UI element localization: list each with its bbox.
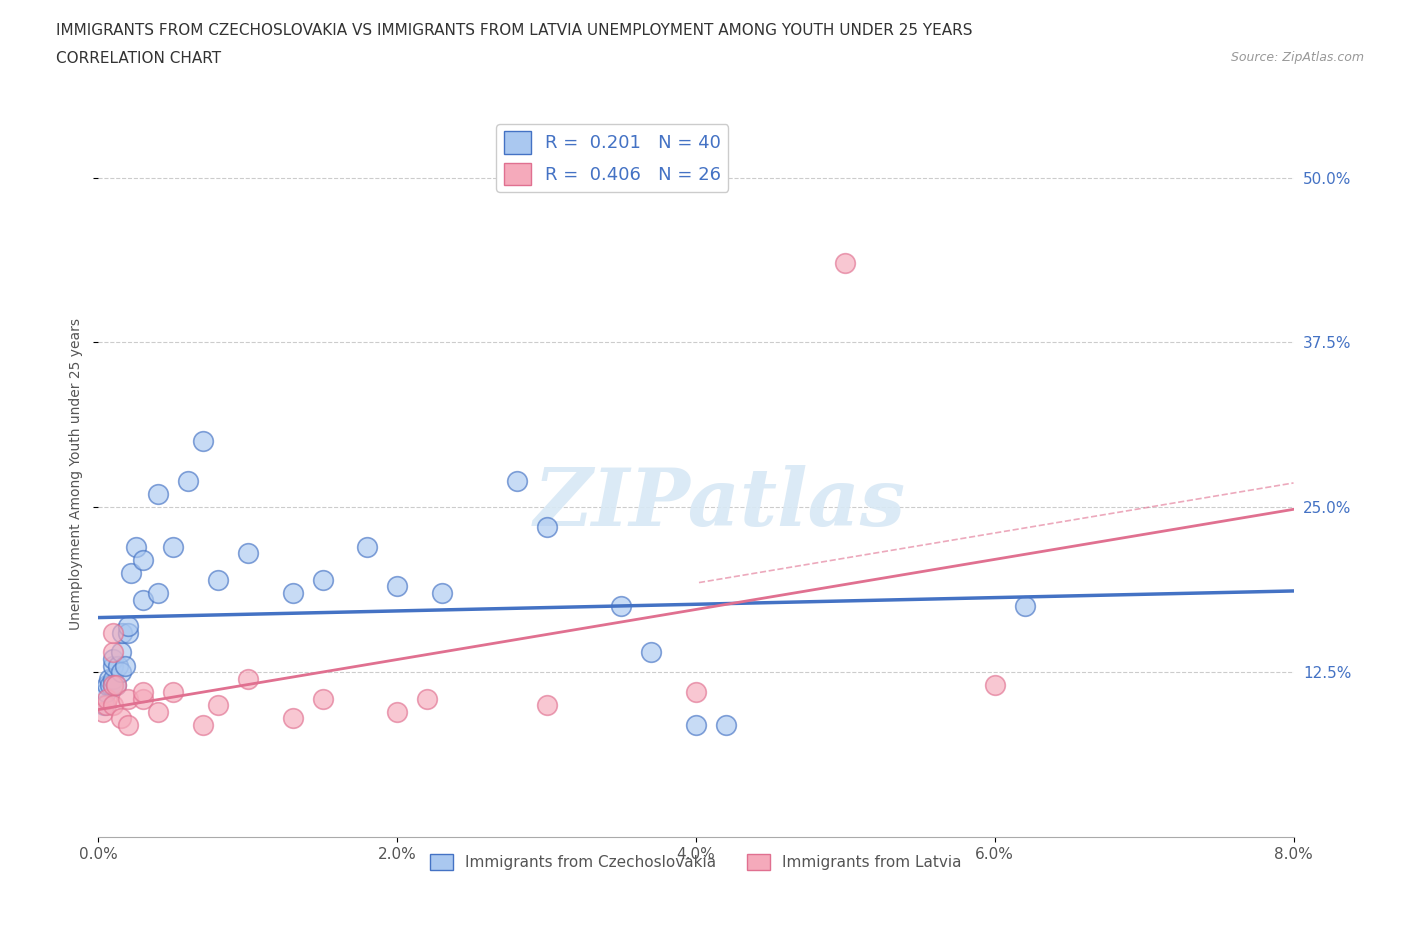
Point — [281, 711, 304, 725]
Point — [536, 520, 558, 535]
Point — [94, 684, 117, 699]
Point — [281, 586, 304, 601]
Point — [536, 698, 558, 712]
Point — [834, 256, 856, 271]
Text: Source: ZipAtlas.com: Source: ZipAtlas.com — [1230, 51, 1364, 64]
Point — [162, 539, 184, 554]
Point — [610, 599, 633, 614]
Point — [103, 698, 125, 712]
Point — [191, 434, 214, 449]
Point — [96, 678, 118, 693]
Point — [132, 684, 155, 699]
Point — [148, 486, 170, 501]
Point — [110, 665, 132, 680]
Point — [177, 473, 200, 488]
Point — [356, 539, 378, 554]
Point — [311, 691, 333, 706]
Point — [96, 691, 118, 706]
Point — [117, 717, 139, 732]
Point — [103, 678, 125, 693]
Point — [236, 671, 259, 686]
Point — [120, 565, 142, 580]
Point — [103, 652, 125, 667]
Point — [110, 711, 132, 725]
Point — [162, 684, 184, 699]
Point — [114, 658, 136, 673]
Text: IMMIGRANTS FROM CZECHOSLOVAKIA VS IMMIGRANTS FROM LATVIA UNEMPLOYMENT AMONG YOUT: IMMIGRANTS FROM CZECHOSLOVAKIA VS IMMIGR… — [56, 23, 973, 38]
Point — [110, 644, 132, 659]
Point — [103, 658, 125, 673]
Point — [640, 644, 662, 659]
Point — [91, 704, 114, 719]
Point — [103, 644, 125, 659]
Point — [97, 671, 120, 686]
Point — [685, 717, 707, 732]
Point — [984, 678, 1007, 693]
Point — [117, 618, 139, 633]
Point — [148, 704, 170, 719]
Point — [125, 539, 148, 554]
Point — [430, 586, 453, 601]
Point — [132, 552, 155, 567]
Point — [311, 572, 333, 587]
Point — [191, 717, 214, 732]
Y-axis label: Unemployment Among Youth under 25 years: Unemployment Among Youth under 25 years — [69, 318, 83, 631]
Point — [103, 671, 125, 686]
Point — [94, 698, 117, 712]
Point — [207, 572, 229, 587]
Point — [107, 658, 129, 673]
Point — [132, 691, 155, 706]
Text: ZIPatlas: ZIPatlas — [534, 465, 905, 542]
Text: CORRELATION CHART: CORRELATION CHART — [56, 51, 221, 66]
Point — [385, 704, 409, 719]
Point — [236, 546, 259, 561]
Point — [117, 691, 139, 706]
Point — [385, 579, 409, 594]
Point — [132, 592, 155, 607]
Point — [98, 678, 122, 693]
Point — [148, 586, 170, 601]
Point — [506, 473, 529, 488]
Point — [105, 678, 128, 693]
Point — [105, 678, 128, 693]
Point — [714, 717, 737, 732]
Point — [207, 698, 229, 712]
Point — [117, 625, 139, 640]
Point — [1014, 599, 1036, 614]
Point — [93, 698, 115, 712]
Point — [103, 678, 125, 693]
Legend: Immigrants from Czechoslovakia, Immigrants from Latvia: Immigrants from Czechoslovakia, Immigran… — [425, 848, 967, 876]
Point — [416, 691, 439, 706]
Point — [103, 625, 125, 640]
Point — [111, 625, 134, 640]
Point — [685, 684, 707, 699]
